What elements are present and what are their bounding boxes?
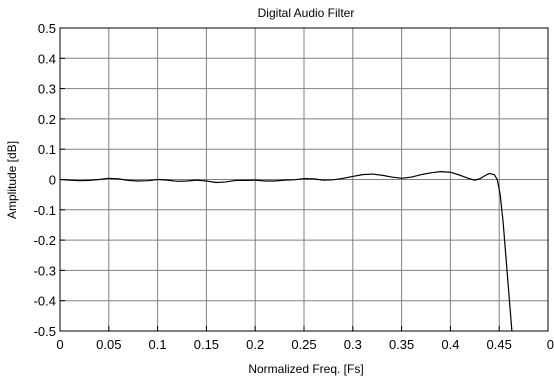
- x-tick-labels: 0 0.05 0.1 0.15 0.2 0.25 0.3 0.35 0.4 0.45 0: [56, 337, 554, 352]
- y-tick-label: -0.5: [34, 324, 56, 339]
- y-tick-label: 0.1: [38, 142, 56, 157]
- chart-title: Digital Audio Filter: [258, 6, 355, 20]
- x-tick-label: 0.15: [194, 337, 219, 352]
- y-tick-label: 0.3: [38, 82, 56, 97]
- grid: [59, 27, 549, 332]
- x-tick-label: 0.25: [291, 337, 316, 352]
- x-tick-label: 0: [547, 337, 554, 352]
- x-tick-label: 0.1: [149, 337, 167, 352]
- y-axis-label: Amplitude [dB]: [5, 141, 19, 219]
- x-tick-label: 0.35: [389, 337, 414, 352]
- x-axis-label: Normalized Freq. [Fs]: [248, 362, 363, 376]
- y-tick-label: -0.3: [34, 263, 56, 278]
- series-line: [60, 171, 513, 331]
- y-tick-label: 0.5: [38, 21, 56, 36]
- x-tick-label: 0.4: [441, 337, 459, 352]
- x-tick-label: 0.3: [344, 337, 362, 352]
- plot-frame: [59, 27, 549, 332]
- y-tick-labels: 0.5 0.4 0.3 0.2 0.1 0 -0.1 -0.2 -0.3 -0.4 -0.5: [34, 21, 56, 339]
- y-tick-label: 0.2: [38, 112, 56, 127]
- y-tick-label: -0.4: [34, 294, 56, 309]
- y-tick-label: -0.2: [34, 233, 56, 248]
- x-tick-label: 0: [56, 337, 63, 352]
- x-tick-label: 0.05: [96, 337, 121, 352]
- y-tick-label: 0: [49, 173, 56, 188]
- x-tick-label: 0.45: [487, 337, 512, 352]
- y-tick-label: 0.4: [38, 51, 56, 66]
- series-layer: [60, 171, 513, 331]
- y-tick-label: -0.1: [34, 203, 56, 218]
- x-tick-label: 0.2: [246, 337, 264, 352]
